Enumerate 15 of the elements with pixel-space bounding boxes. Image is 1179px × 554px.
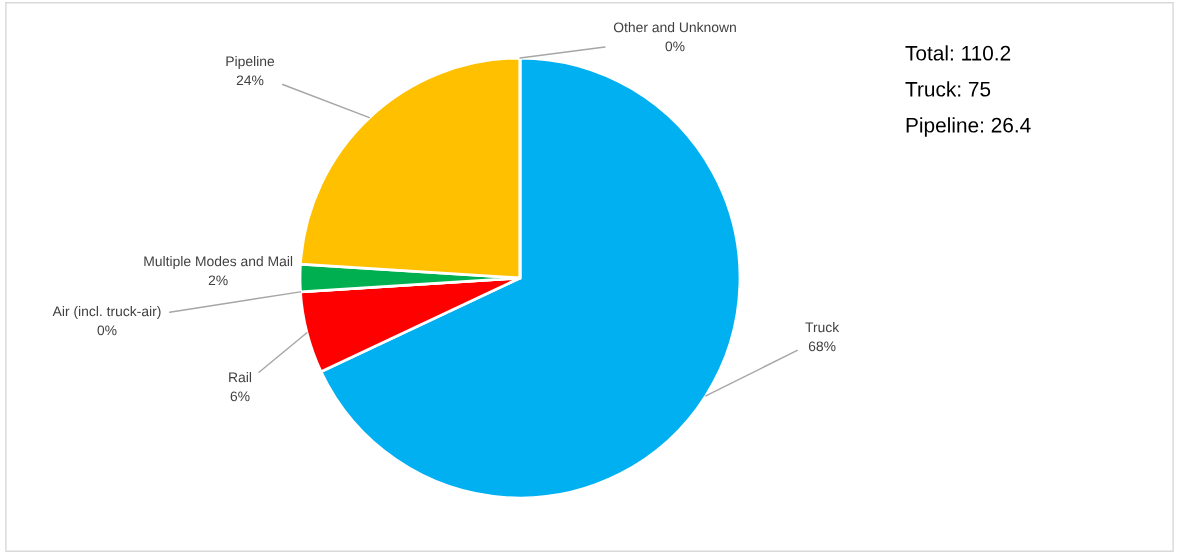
text: Truck: 75 [905, 81, 991, 97]
data-label: 24% [236, 75, 264, 86]
data-label: 6% [230, 391, 250, 402]
slice-label: Truck [805, 322, 840, 333]
data-label: 2% [208, 275, 228, 286]
text: 0% [665, 41, 685, 52]
data-label: 68% [808, 341, 836, 352]
text: 0% [97, 325, 117, 336]
text: Pipeline: 26.4 [906, 117, 1031, 137]
category-label: Air (incl. truck-air) [52, 306, 161, 319]
category-label: Other and Unknown [613, 22, 736, 33]
slice-label: Multiple Modes and Mail [144, 256, 293, 269]
slice-label: Rail [229, 372, 252, 383]
slice-label: Pipeline [226, 56, 275, 69]
text: Total: 110.2 [905, 45, 1011, 61]
